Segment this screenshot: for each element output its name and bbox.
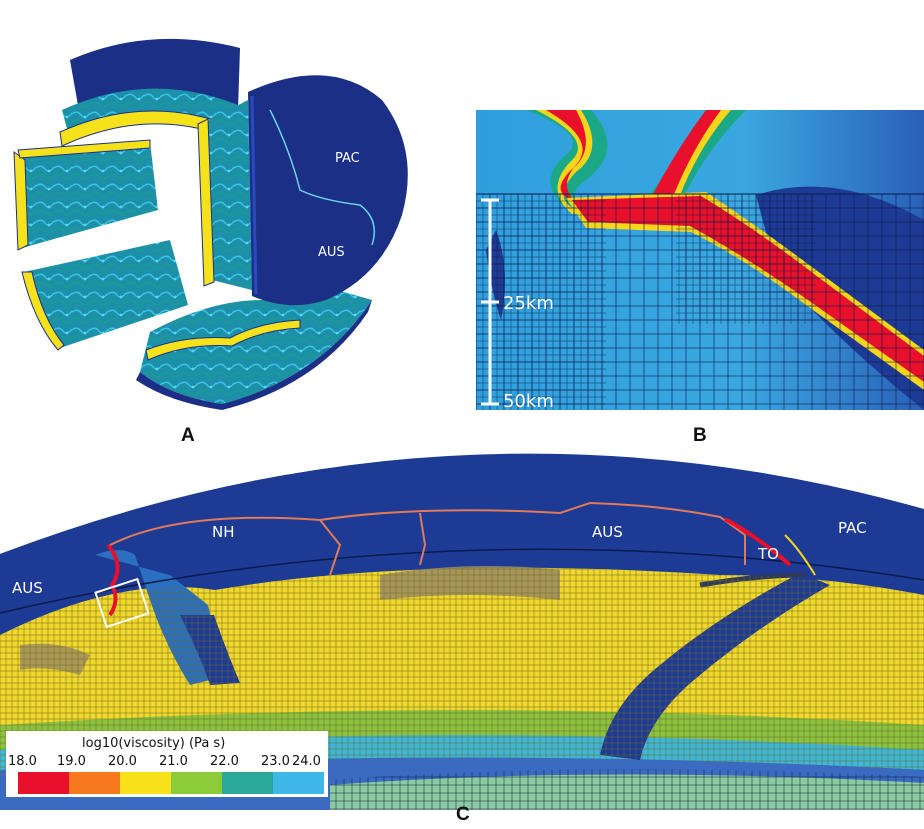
colorbar-tick: 24.0 bbox=[292, 754, 321, 769]
colorbar-tick: 23.0 bbox=[261, 754, 290, 769]
panel-c-label-to: TO bbox=[757, 545, 779, 563]
panel-c-label-aus-left: AUS bbox=[12, 579, 43, 597]
panel-b-slab-closeup: 25km 50km bbox=[476, 110, 924, 412]
colorbar-swatch bbox=[69, 772, 120, 794]
panel-a-label-pac: PAC bbox=[335, 151, 360, 166]
panel-c-label-pac: PAC bbox=[838, 519, 867, 537]
zoom-region-box bbox=[94, 577, 150, 629]
globe-wedge-top bbox=[59, 38, 240, 147]
panel-b-letter: B bbox=[693, 425, 707, 446]
panel-b-scale-bar: 25km 50km bbox=[481, 198, 554, 412]
colorbar-swatch bbox=[222, 772, 273, 794]
colorbar-swatch bbox=[273, 772, 324, 794]
panel-a-label-aus: AUS bbox=[318, 245, 345, 260]
globe-wedge-right bbox=[197, 75, 408, 306]
panel-b-tick-25km: 25km bbox=[503, 293, 554, 314]
colorbar: log10(viscosity) (Pa s) 18.0 19.0 20.0 2… bbox=[6, 731, 328, 797]
panel-c-cross-section: AUS NH AUS TO PAC log10(viscosity) (Pa s… bbox=[0, 453, 924, 810]
colorbar-swatch bbox=[120, 772, 171, 794]
panel-a-letter: A bbox=[181, 425, 195, 446]
colorbar-swatch bbox=[171, 772, 222, 794]
panel-c-label-aus-right: AUS bbox=[592, 523, 623, 541]
panel-c-label-nh: NH bbox=[212, 523, 235, 541]
panel-b: 25km 50km bbox=[476, 110, 924, 412]
panel-b-tick-50km: 50km bbox=[503, 391, 554, 410]
globe-wedge-left-lower bbox=[21, 240, 188, 351]
colorbar-tick: 22.0 bbox=[210, 754, 239, 769]
colorbar-tick: 20.0 bbox=[108, 754, 137, 769]
globe-wedge-bottom bbox=[136, 288, 372, 410]
colorbar-tick: 18.0 bbox=[8, 754, 37, 769]
panel-c: AUS NH AUS TO PAC log10(viscosity) (Pa s… bbox=[0, 425, 924, 810]
globe-wedge-left-upper bbox=[13, 139, 158, 251]
colorbar-swatch bbox=[18, 772, 69, 794]
colorbar-tick: 21.0 bbox=[159, 754, 188, 769]
colorbar-tick: 19.0 bbox=[57, 754, 86, 769]
panel-a-globe: PAC AUS bbox=[13, 38, 408, 410]
panel-a: PAC AUS bbox=[0, 0, 440, 410]
panel-c-letter: C bbox=[456, 804, 470, 825]
colorbar-title: log10(viscosity) (Pa s) bbox=[82, 736, 225, 751]
